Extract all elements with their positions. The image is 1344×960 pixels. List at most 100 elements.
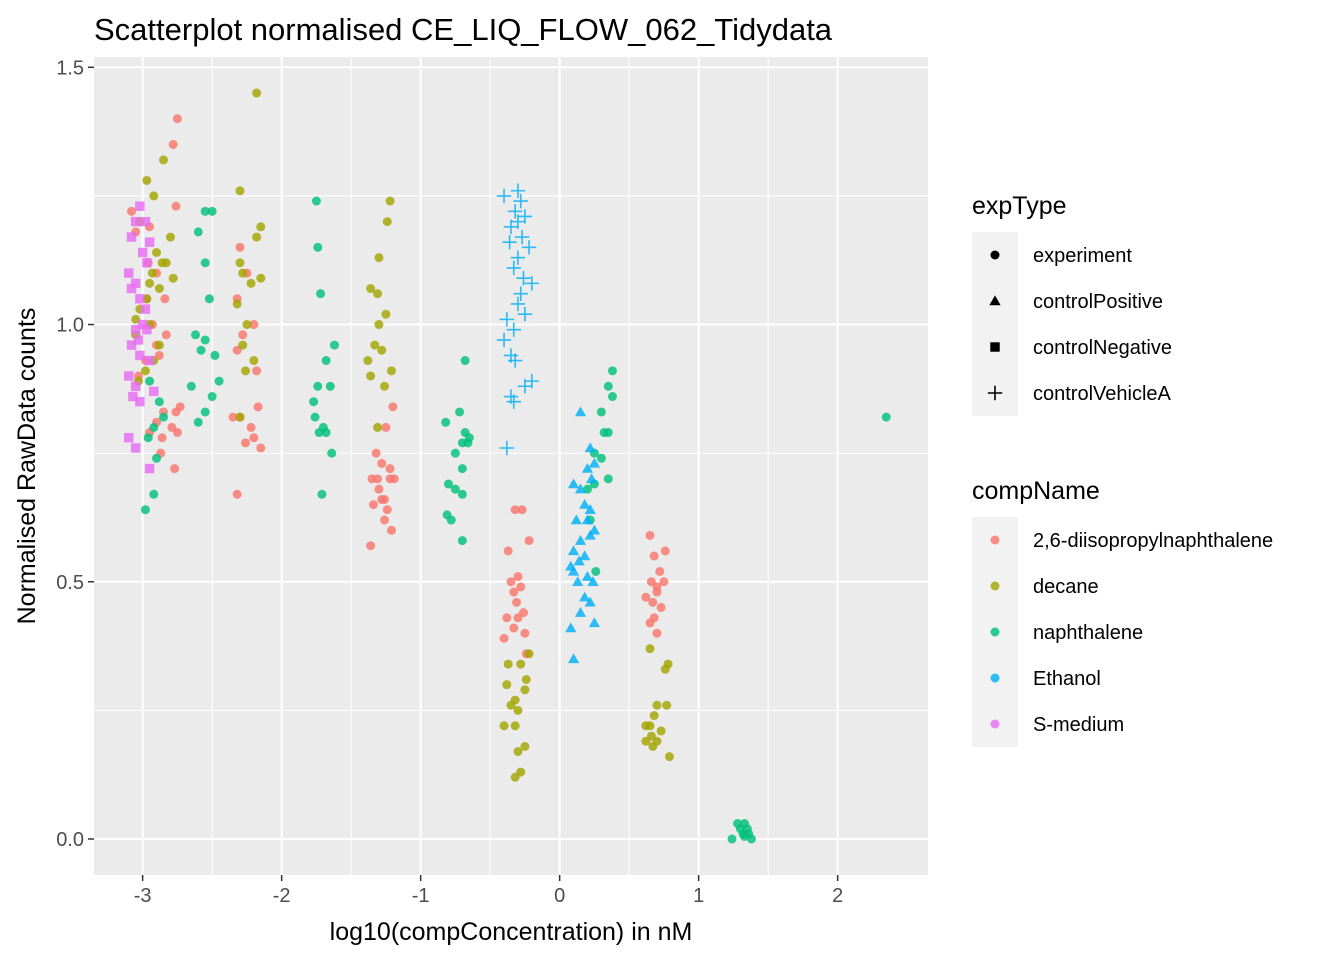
data-point	[510, 183, 526, 198]
data-point	[316, 289, 326, 299]
x-tick-label: -1	[412, 885, 430, 907]
data-point	[496, 332, 512, 348]
data-point	[172, 114, 182, 124]
data-point	[130, 381, 141, 391]
data-point	[149, 191, 159, 201]
data-point	[207, 206, 217, 216]
data-point	[641, 592, 651, 602]
legend-label: experiment	[1033, 245, 1132, 267]
data-point	[373, 289, 383, 299]
data-point	[584, 529, 596, 540]
y-axis-title: Normalised RawData counts	[13, 308, 41, 625]
data-point	[513, 705, 523, 715]
data-point	[135, 396, 145, 407]
data-point	[380, 381, 390, 391]
data-point	[235, 242, 245, 252]
data-point	[386, 525, 396, 535]
data-point	[190, 330, 200, 340]
data-point	[124, 432, 134, 443]
data-point	[238, 268, 248, 278]
data-point	[567, 545, 580, 556]
data-point	[381, 422, 391, 432]
legend-label: controlVehicleA	[1033, 383, 1172, 405]
data-point	[377, 458, 387, 468]
data-point	[140, 366, 150, 376]
data-point	[140, 304, 151, 314]
data-point	[373, 474, 383, 484]
data-point	[567, 565, 580, 576]
data-point	[137, 247, 148, 258]
data-point	[382, 505, 392, 515]
data-point	[656, 726, 666, 736]
data-point	[520, 628, 530, 638]
data-point	[363, 356, 373, 366]
data-point	[645, 618, 655, 628]
data-point	[374, 253, 384, 263]
legend-title: compName	[972, 477, 1100, 505]
data-point	[496, 188, 512, 204]
data-point	[193, 417, 203, 427]
data-point	[507, 353, 523, 368]
data-point	[127, 206, 137, 216]
data-point	[506, 577, 516, 587]
data-point	[130, 443, 141, 453]
data-point	[641, 721, 651, 731]
data-point	[249, 433, 259, 443]
data-point	[249, 320, 259, 330]
data-point	[144, 463, 155, 474]
data-point	[881, 412, 891, 422]
data-point	[450, 448, 460, 458]
data-point	[193, 227, 203, 237]
data-point	[513, 193, 528, 209]
data-point	[140, 216, 151, 227]
data-point	[253, 402, 263, 412]
data-point	[499, 312, 515, 327]
data-point	[321, 356, 331, 366]
data-point	[579, 498, 591, 509]
data-point	[588, 457, 601, 468]
data-point	[142, 324, 152, 335]
data-point	[581, 462, 594, 473]
data-point	[377, 345, 387, 355]
data-point	[329, 340, 339, 350]
data-point	[659, 577, 669, 587]
data-point	[168, 273, 178, 283]
data-point	[521, 675, 531, 685]
data-point	[171, 201, 181, 211]
data-point	[165, 232, 175, 242]
data-point	[371, 448, 381, 458]
legend-label: controlPositive	[1033, 291, 1163, 313]
data-point	[321, 428, 331, 438]
data-point	[126, 283, 137, 294]
data-point	[313, 381, 323, 391]
data-point	[366, 371, 376, 381]
data-point	[161, 258, 171, 268]
data-point	[455, 407, 465, 417]
data-point	[446, 515, 456, 525]
data-point	[502, 613, 512, 623]
x-tick-label: -2	[273, 885, 291, 907]
data-point	[149, 489, 159, 499]
legend-label: decane	[1033, 576, 1099, 598]
data-point	[161, 330, 171, 340]
data-point	[200, 206, 210, 216]
legend-key-symbol	[990, 627, 1000, 637]
data-point	[513, 286, 528, 301]
data-point	[311, 196, 321, 206]
data-point	[457, 489, 467, 499]
data-point	[228, 412, 238, 422]
data-point	[524, 276, 540, 291]
legends: expType experiment controlPositive controlN…	[972, 192, 1273, 747]
data-point	[514, 229, 530, 245]
data-point	[660, 664, 670, 674]
data-point	[382, 217, 392, 227]
data-point	[581, 570, 594, 581]
data-point	[641, 736, 651, 746]
data-point	[249, 356, 259, 366]
data-point	[512, 597, 522, 607]
legend-key-symbol	[990, 535, 1000, 545]
data-point	[579, 550, 591, 561]
data-point	[232, 299, 242, 309]
data-point	[603, 428, 613, 438]
